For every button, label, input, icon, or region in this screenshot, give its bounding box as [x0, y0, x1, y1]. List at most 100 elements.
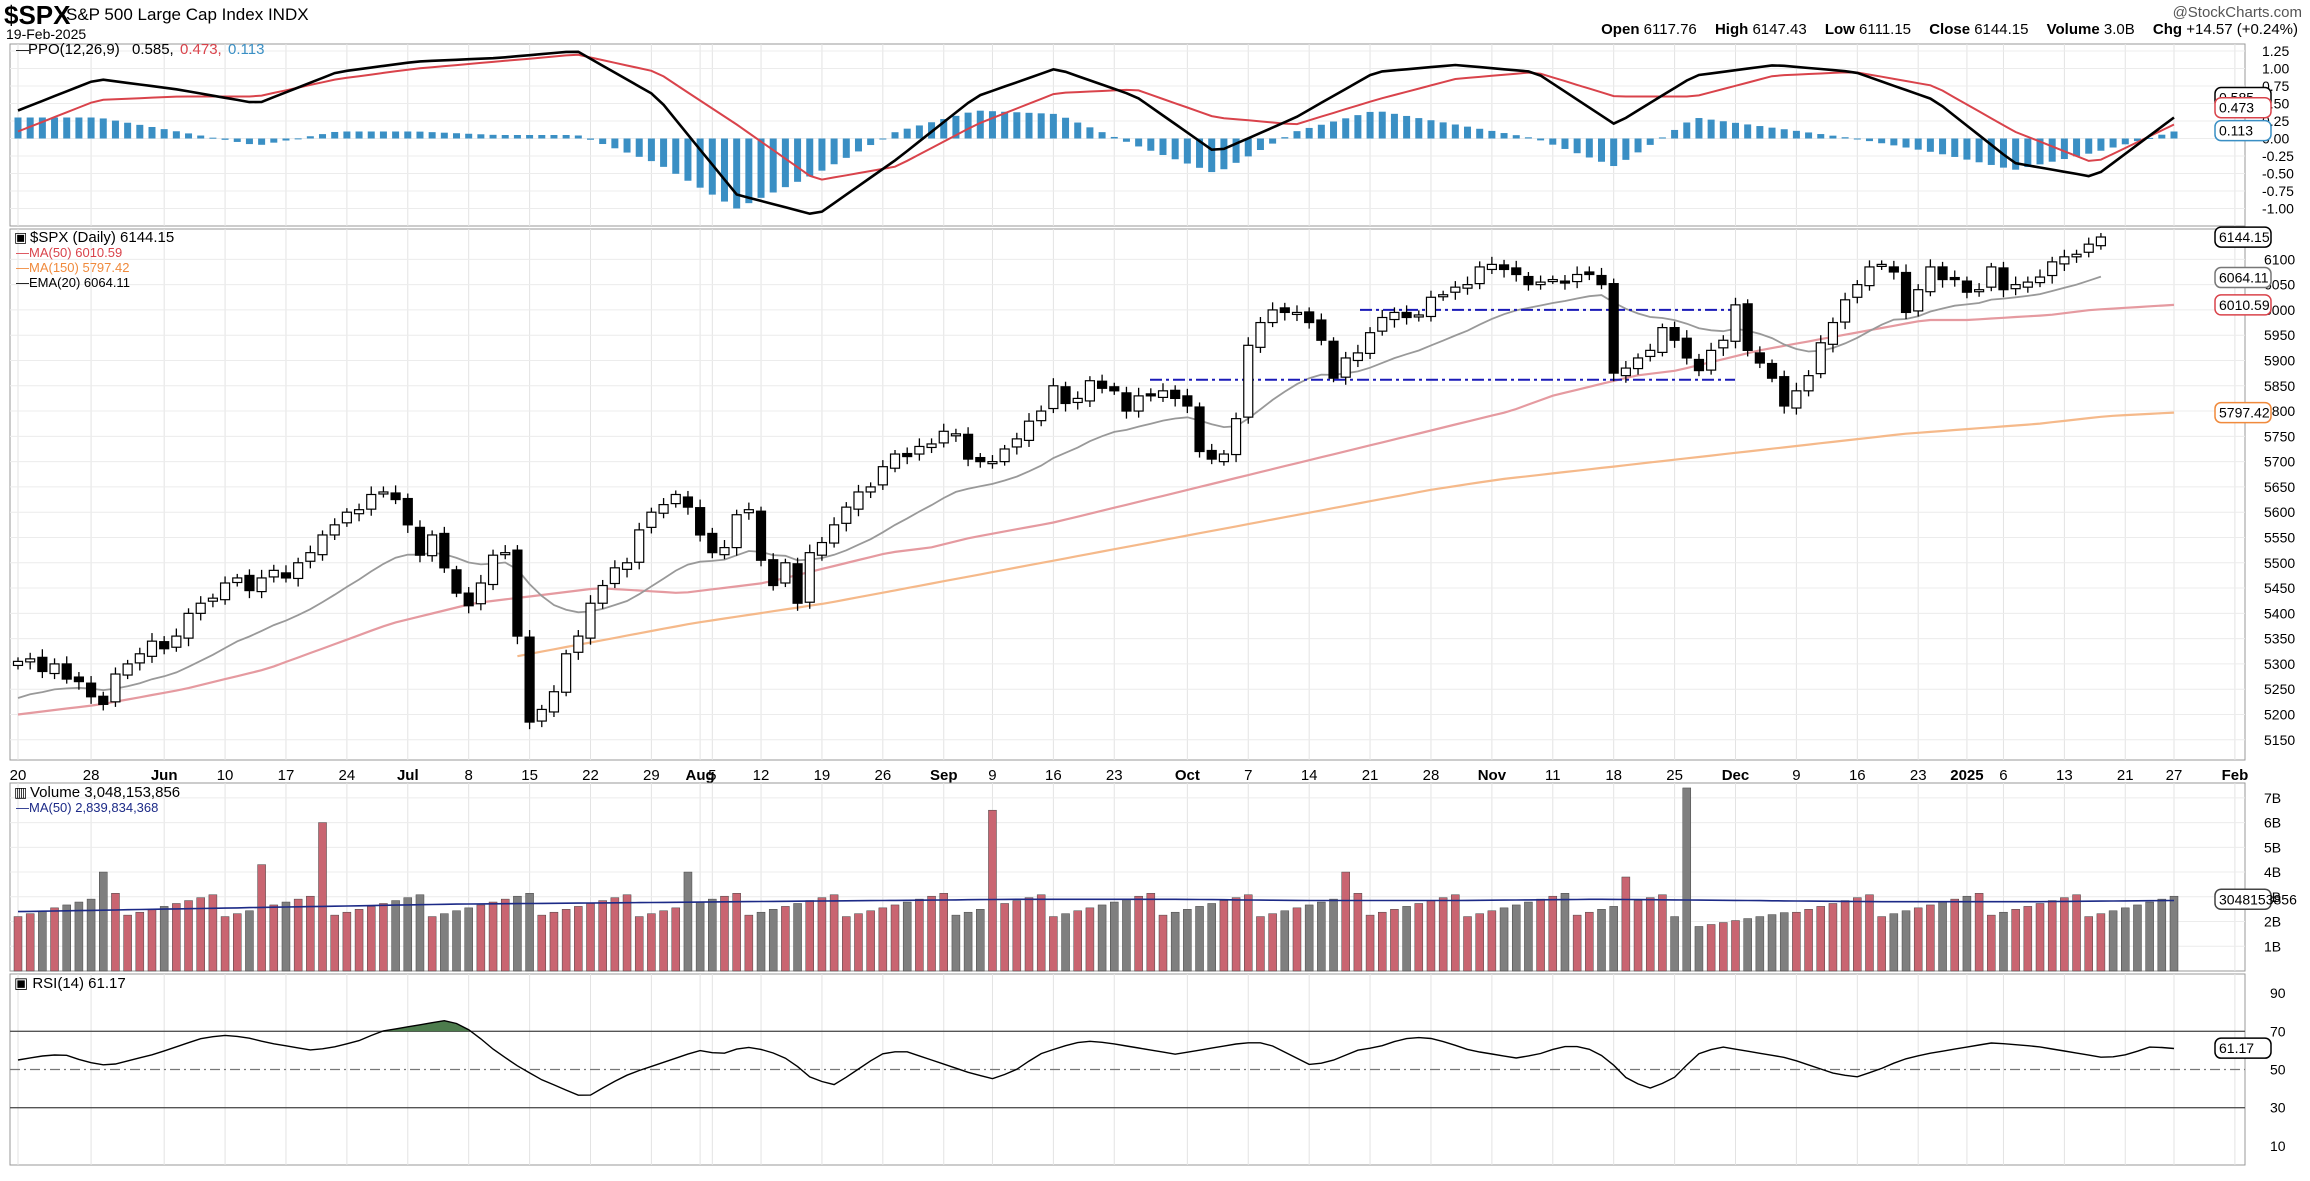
price-candle — [475, 582, 486, 605]
volume-bar — [647, 913, 656, 972]
ppo-histogram-bar — [1025, 112, 1033, 139]
price-candle — [2095, 236, 2107, 247]
price-candle — [1754, 352, 1765, 364]
price-tick-label: 5250 — [2264, 681, 2295, 697]
ppo-histogram-bar — [1598, 138, 1606, 162]
ppo-histogram-bar — [1330, 121, 1338, 139]
volume-bar — [245, 910, 254, 972]
ppo-histogram-bar — [842, 138, 850, 158]
ppo-histogram-bar — [1573, 138, 1581, 154]
ppo-histogram-bar — [148, 126, 156, 139]
price-candle — [1389, 311, 1400, 321]
volume-bar — [2084, 916, 2093, 972]
price-candle — [1133, 395, 1144, 412]
ema20-right-label: 6064.11 — [2219, 270, 2269, 286]
time-tick-label: 19 — [814, 767, 831, 784]
price-candle — [390, 492, 401, 501]
ppo-histogram-bar — [1792, 130, 1800, 139]
volume-bar — [123, 914, 132, 972]
ppo-histogram-bar — [854, 138, 862, 152]
price-candle — [402, 497, 413, 526]
price-candle — [1779, 376, 1790, 407]
ppo-histogram-bar — [306, 136, 314, 139]
time-tick-label: 13 — [2056, 767, 2073, 784]
volume-bar — [1682, 787, 1692, 972]
volume-bar — [1268, 913, 1277, 972]
volume-bar — [1743, 918, 1752, 972]
volume-bar — [976, 909, 985, 972]
price-candle — [1730, 304, 1741, 342]
volume-bar — [1828, 903, 1838, 972]
price-candle — [731, 514, 742, 549]
volume-bar — [318, 822, 327, 972]
price-candle — [524, 636, 535, 723]
price-candle — [1084, 380, 1096, 402]
ppo-histogram-bar — [1853, 138, 1861, 140]
ppo-histogram-bar — [1062, 117, 1070, 139]
volume-bar — [1804, 909, 1813, 972]
ppo-tick-label: -0.75 — [2262, 183, 2294, 199]
price-candle — [889, 453, 901, 469]
volume-bar — [1390, 909, 1399, 972]
volume-bar — [634, 916, 644, 972]
volume-bar — [574, 906, 583, 972]
volume-bar — [1913, 907, 1923, 972]
price-candle — [1121, 392, 1132, 412]
ppo-histogram-bar — [1086, 127, 1094, 139]
ppo-histogram-bar — [672, 138, 680, 174]
volume-bar — [1280, 910, 1290, 972]
ppo-histogram-bar — [355, 131, 363, 139]
price-candle — [1645, 349, 1656, 358]
price-candle — [2010, 284, 2021, 290]
volume-bar — [500, 898, 510, 972]
price-candle — [512, 549, 523, 637]
volume-bar — [1840, 900, 1850, 972]
price-candle — [1450, 286, 1461, 293]
time-tick-label: 28 — [83, 767, 100, 784]
price-candle — [1316, 319, 1327, 341]
ppo-histogram-bar — [1135, 138, 1143, 147]
price-legend-icon: ▣ — [14, 229, 27, 245]
price-legend-title: $SPX (Daily) 6144.15 — [30, 229, 174, 246]
price-candle — [792, 563, 803, 604]
rsi-right-label: 61.17 — [2219, 1040, 2254, 1056]
price-candle — [2059, 256, 2070, 265]
ppo-histogram-bar — [1001, 111, 1009, 139]
volume-tick-label: 2B — [2264, 914, 2281, 930]
ma50-right-label-box — [2214, 294, 2272, 316]
price-candle — [1036, 410, 1047, 422]
ppo-histogram-bar — [1512, 135, 1520, 139]
ppo-hist-right-label: 0.113 — [2219, 123, 2253, 139]
volume-bar — [1438, 897, 1448, 972]
volume-bar — [172, 903, 181, 972]
volume-bar — [1317, 901, 1326, 972]
volume-bar — [208, 894, 218, 972]
ppo-histogram-bar — [1549, 138, 1557, 145]
time-tick-label: 5 — [708, 767, 716, 784]
symbol-fullname: S&P 500 Large Cap Index — [66, 5, 264, 24]
volume-bar — [2121, 907, 2130, 972]
ppo-histogram-bar — [63, 117, 71, 139]
volume-bar — [452, 910, 461, 972]
ppo-histogram-bar — [1403, 115, 1411, 139]
price-candle — [329, 524, 340, 536]
volume-bar — [1548, 895, 1558, 972]
volume-right-label: 3048153856 — [2219, 891, 2297, 907]
price-candle — [597, 584, 608, 604]
price-candle — [926, 443, 937, 449]
ppo-histogram-bar — [745, 138, 753, 204]
ppo-histogram-bar — [952, 115, 960, 139]
volume-bar — [1049, 916, 1058, 972]
chart-date: 19-Feb-2025 — [6, 26, 87, 42]
volume-bar — [25, 913, 35, 972]
price-candle — [1340, 357, 1351, 378]
price-candle — [219, 582, 231, 601]
ppo-histogram-bar — [258, 138, 266, 145]
price-tick-label: 5900 — [2264, 352, 2295, 368]
volume-bar — [2108, 910, 2118, 972]
volume-bar — [281, 901, 291, 972]
price-tick-label: 5650 — [2264, 479, 2295, 495]
volume-bar — [233, 913, 242, 972]
price-candle — [134, 653, 145, 664]
volume-bar — [1073, 910, 1082, 972]
